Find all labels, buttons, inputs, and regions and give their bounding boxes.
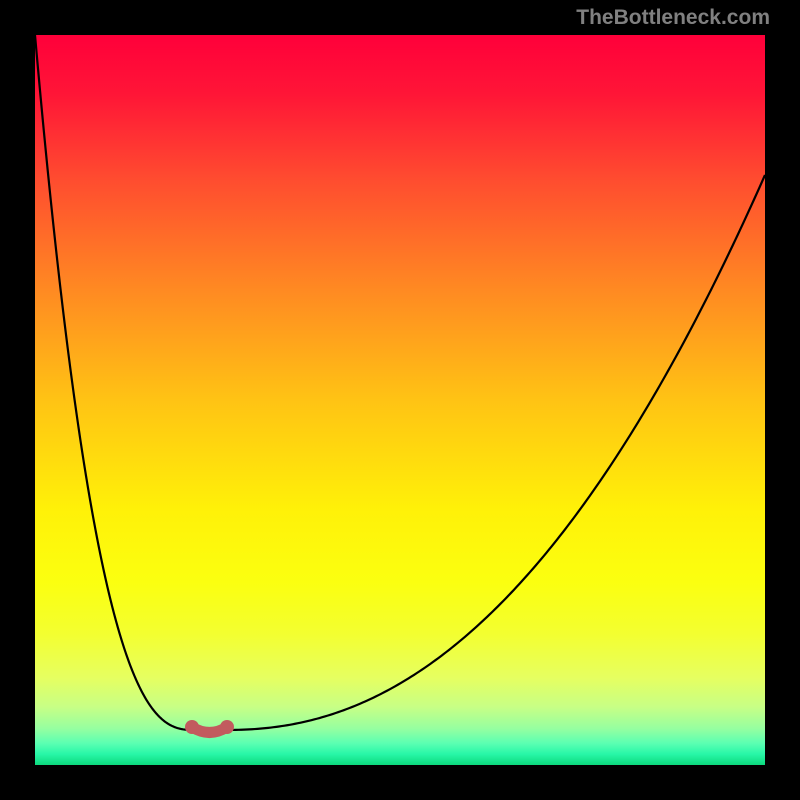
watermark-text: TheBottleneck.com: [576, 6, 770, 30]
bottleneck-marker-dot: [185, 720, 199, 734]
bottleneck-plot: [35, 35, 765, 765]
bottleneck-marker-dot: [220, 720, 234, 734]
gradient-background: [35, 35, 765, 765]
